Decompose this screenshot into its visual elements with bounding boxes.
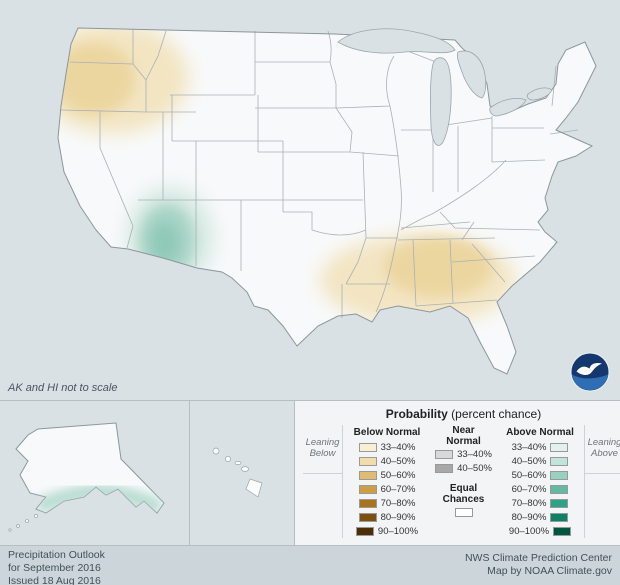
legend-row: 40–50% [512, 454, 569, 468]
legend-row: 33–40% [512, 440, 569, 454]
legend-row-label: 70–80% [380, 497, 416, 509]
legend-column-above: Above Normal 33–40% 40–50% 50–60% 60–70%… [496, 425, 584, 538]
legend-row: 33–40% [358, 440, 416, 454]
lake-huron [456, 50, 487, 99]
legend-row-label: 90–100% [377, 525, 419, 537]
scale-note: AK and HI not to scale [8, 382, 118, 394]
legend-row-label: 70–80% [511, 497, 547, 509]
footer-period: for September 2016 [8, 561, 101, 574]
legend-row: 60–70% [358, 482, 416, 496]
legend-row: 40–50% [358, 454, 416, 468]
legend-title: Probability (percent chance) [303, 407, 620, 421]
legend-row-label: 80–90% [511, 511, 547, 523]
legend-swatch [358, 456, 377, 466]
legend-column-below: Below Normal 33–40% 40–50% 50–60% 60–70%… [343, 425, 431, 538]
legend-row-label: 90–100% [508, 525, 550, 537]
legend-row-label: 40–50% [380, 455, 416, 467]
legend-row-label: 33–40% [511, 441, 547, 453]
conus-map-area: AK and HI not to scale [8, 27, 610, 394]
legend-swatch [358, 442, 377, 452]
legend-side-labels-above: Leaning Above Likely Above [584, 425, 620, 538]
legend-swatch [550, 498, 569, 508]
hawaii-islands [212, 447, 263, 498]
footer-title: Precipitation Outlook [8, 549, 105, 561]
lake-ontario [526, 87, 553, 101]
legend-swatch [550, 484, 569, 494]
legend-swatch [355, 526, 374, 536]
legend-row-label: 33–40% [457, 448, 492, 460]
probability-legend: Probability (percent chance) Leaning Bel… [295, 401, 620, 545]
alaska-inset [0, 401, 190, 545]
footer-left-text: Precipitation Outlook for September 2016… [8, 549, 105, 585]
noaa-logo-icon [570, 352, 610, 392]
legend-row-label: 33–40% [380, 441, 416, 453]
legend-row: 80–90% [358, 510, 416, 524]
legend-row-label: 50–60% [380, 469, 416, 481]
legend-row: 50–60% [512, 468, 569, 482]
hawaii-inset [190, 401, 295, 545]
legend-title-note: (percent chance) [451, 407, 542, 421]
legend-swatch [550, 456, 569, 466]
legend-row: 90–100% [508, 524, 572, 538]
legend-swatch [358, 512, 377, 522]
equal-chances-label: Equal Chances [442, 483, 485, 505]
near-normal-header: Near Normal [446, 425, 481, 447]
legend-row: 33–40% [435, 447, 492, 461]
southwest-above-core-shading [150, 222, 180, 262]
equal-chances-swatch [454, 508, 473, 517]
footer-source: NWS Climate Prediction Center [464, 552, 612, 564]
above-normal-header: Above Normal [506, 427, 574, 438]
equal-chances-block: Equal Chances [438, 483, 490, 517]
pnw-below-40-50-shading [58, 43, 135, 115]
legend-swatch [550, 442, 569, 452]
legend-row-label: 40–50% [457, 462, 492, 474]
legend-row-label: 60–70% [511, 483, 547, 495]
legend-row: 50–60% [358, 468, 416, 482]
us-map [57, 27, 597, 375]
legend-row-label: 60–70% [380, 483, 416, 495]
southeast-below-40-50-shading [384, 237, 492, 297]
legend-column-near: Near Normal 33–40% 40–50% Equal Chances [431, 425, 496, 538]
leaning-below-label: Leaning Below [303, 425, 342, 474]
legend-swatch [550, 470, 569, 480]
legend-row: 40–50% [435, 461, 492, 475]
legend-row-label: 50–60% [511, 469, 547, 481]
footer-right-text: NWS Climate Prediction Center Map by NOA… [465, 552, 612, 578]
legend-swatch [553, 526, 572, 536]
legend-row: 70–80% [512, 496, 569, 510]
legend-side-labels-below: Leaning Below Likely Below [303, 425, 343, 538]
lake-michigan [430, 57, 452, 146]
state-borders [59, 30, 579, 318]
footer: Precipitation Outlook for September 2016… [0, 545, 620, 585]
legend-swatch [550, 512, 569, 522]
legend-swatch [435, 449, 454, 459]
legend-row: 60–70% [512, 482, 569, 496]
lake-superior [337, 28, 456, 54]
legend-row: 70–80% [358, 496, 416, 510]
great-lakes [337, 28, 553, 146]
legend-row-label: 80–90% [380, 511, 416, 523]
legend-grid: Leaning Below Likely Below Below Normal … [303, 425, 620, 538]
lake-erie [489, 98, 527, 117]
legend-title-bold: Probability [385, 407, 448, 421]
footer-issued: Issued 18 Aug 2016 [8, 574, 101, 585]
legend-row: 90–100% [355, 524, 419, 538]
bottom-row: Probability (percent chance) Leaning Bel… [0, 400, 620, 545]
leaning-above-label: Leaning Above [585, 425, 620, 474]
aleutian-islands [8, 514, 38, 532]
legend-swatch [435, 463, 454, 473]
us-outline [57, 27, 597, 375]
legend-swatch [358, 498, 377, 508]
legend-row-label: 40–50% [511, 455, 547, 467]
below-normal-header: Below Normal [353, 427, 421, 438]
legend-swatch [358, 470, 377, 480]
legend-row: 80–90% [512, 510, 569, 524]
footer-credit: Map by NOAA Climate.gov [487, 565, 612, 578]
legend-swatch [358, 484, 377, 494]
